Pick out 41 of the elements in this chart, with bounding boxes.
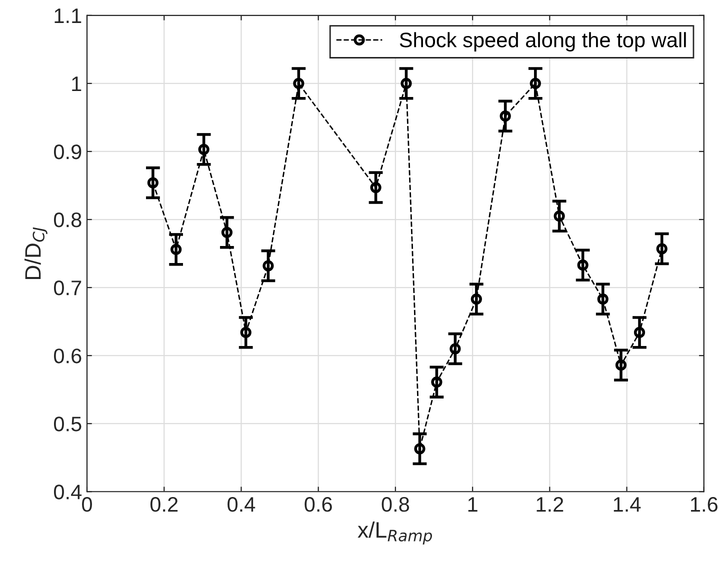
- point: [656, 243, 668, 254]
- point: [450, 343, 461, 354]
- x-tick-label: 1: [468, 497, 478, 512]
- point: [262, 260, 274, 272]
- x-tick-label: 0: [82, 497, 92, 512]
- x-tick-label: 1.2: [536, 497, 564, 512]
- y-tick-label: 0.8: [54, 212, 82, 228]
- y-tick-label: 0.6: [54, 348, 82, 364]
- y-axis-title: D/D$_{CJ}$: [24, 227, 48, 280]
- point: [370, 182, 382, 194]
- point: [147, 177, 158, 188]
- y-tick-label: 1.1: [54, 8, 82, 23]
- point: [221, 226, 233, 238]
- point: [597, 294, 608, 305]
- y-tick-label: 0.7: [54, 280, 82, 296]
- point: [634, 326, 646, 338]
- point: [500, 110, 511, 122]
- point: [530, 78, 541, 90]
- y-tick-label: 0.9: [54, 144, 82, 160]
- x-tick-label: 0.2: [150, 497, 178, 512]
- point: [554, 210, 565, 222]
- y-tick-label: 0.4: [54, 484, 82, 500]
- x-tick-label: 1.4: [614, 497, 641, 512]
- y-tick-label: 0.5: [54, 416, 82, 432]
- point: [240, 326, 252, 338]
- x-tick-label: 1.6: [691, 497, 718, 512]
- point: [577, 260, 588, 271]
- legend-label: Shock speed along the top wall: [400, 32, 686, 52]
- point: [198, 144, 210, 155]
- point: [293, 78, 304, 90]
- point: [615, 360, 627, 371]
- point: [414, 443, 426, 454]
- x-tick-label: 0.6: [304, 497, 332, 512]
- point: [431, 376, 442, 388]
- point: [400, 78, 412, 90]
- x-tick-label: 0.4: [228, 497, 256, 512]
- point: [170, 244, 182, 255]
- y-tick-label: 1: [72, 76, 82, 91]
- x-axis-title: x/L$_{Ramp}$: [358, 521, 432, 544]
- x-tick-label: 0.8: [382, 497, 410, 512]
- point: [470, 294, 482, 305]
